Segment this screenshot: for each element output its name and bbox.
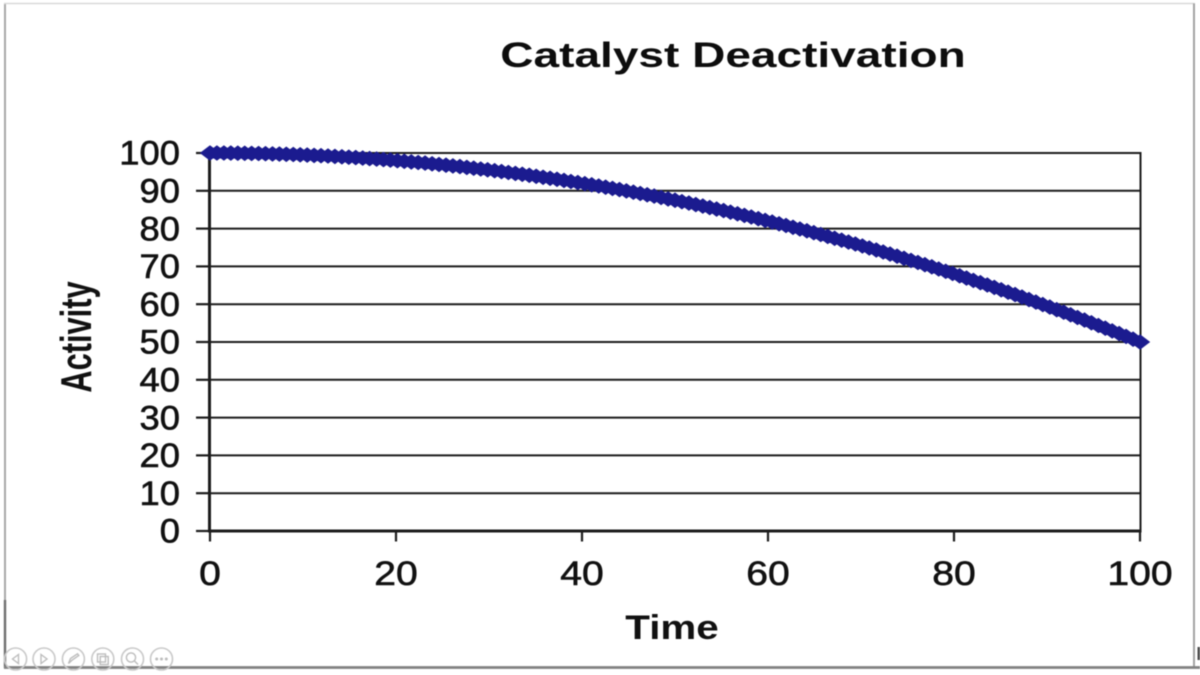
svg-text:100: 100 — [119, 135, 180, 173]
svg-text:70: 70 — [140, 248, 180, 286]
svg-text:60: 60 — [746, 554, 789, 592]
svg-text:80: 80 — [932, 554, 975, 592]
svg-text:Activity: Activity — [52, 281, 100, 392]
svg-text:Catalyst Deactivation: Catalyst Deactivation — [500, 35, 965, 74]
svg-text:20: 20 — [374, 554, 417, 592]
svg-text:80: 80 — [140, 210, 180, 248]
svg-text:50: 50 — [140, 324, 180, 362]
svg-text:20: 20 — [140, 437, 180, 475]
svg-text:0: 0 — [160, 513, 180, 551]
svg-text:Time: Time — [625, 608, 718, 647]
svg-text:60: 60 — [140, 286, 180, 324]
svg-text:10: 10 — [140, 475, 180, 513]
svg-text:40: 40 — [560, 554, 603, 592]
svg-text:40: 40 — [140, 362, 180, 400]
svg-text:0: 0 — [199, 554, 221, 592]
svg-text:30: 30 — [140, 399, 180, 437]
svg-text:100: 100 — [1107, 554, 1172, 592]
svg-text:90: 90 — [140, 173, 180, 211]
